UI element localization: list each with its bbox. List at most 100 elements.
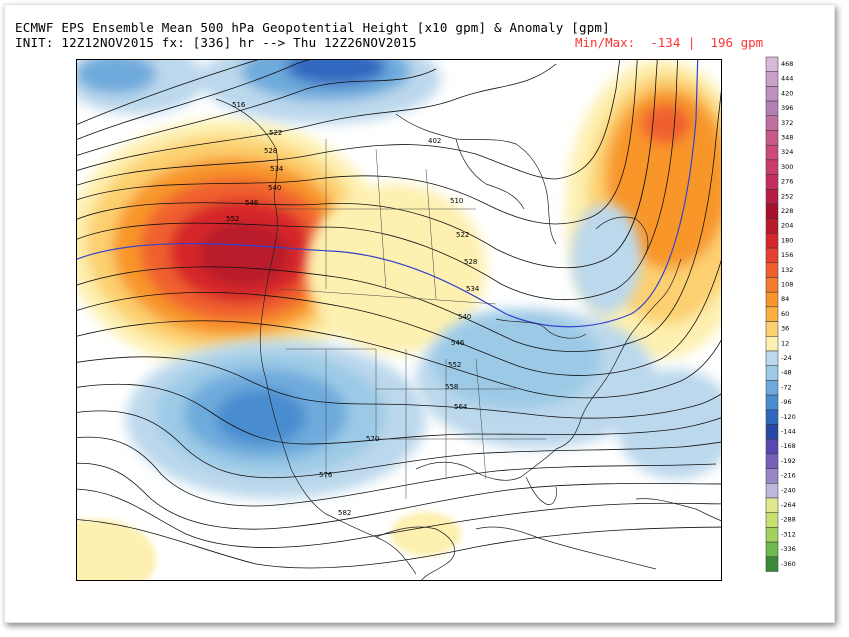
colorbar-swatch (765, 321, 779, 337)
colorbar-label: -192 (781, 457, 796, 465)
colorbar-swatch (765, 350, 779, 366)
min-max-readout: Min/Max: -134 | 196 gpm (575, 35, 764, 50)
colorbar-label: 84 (781, 295, 789, 303)
colorbar-swatch (765, 189, 779, 205)
colorbar-swatch (765, 468, 779, 484)
contour-label: 510 (450, 197, 463, 205)
state-borders (276, 139, 546, 499)
colorbar-swatch (765, 130, 779, 146)
colorbar-label: 156 (781, 251, 793, 259)
colorbar-label: -144 (781, 428, 796, 436)
colorbar-label: -216 (781, 472, 796, 480)
colorbar-label: -120 (781, 413, 796, 421)
contour-label: 546 (245, 199, 259, 207)
contour-label: 558 (445, 383, 458, 391)
colorbar-swatch (765, 233, 779, 249)
colorbar-swatch (765, 56, 779, 72)
colorbar-label: 252 (781, 192, 793, 200)
colorbar-swatch (765, 247, 779, 264)
colorbar-swatch (765, 380, 779, 396)
colorbar-swatch (765, 409, 779, 425)
colorbar-label: -48 (781, 369, 792, 377)
colorbar-swatch (765, 115, 779, 131)
contour-label: 522 (456, 231, 469, 239)
contour-label: 564 (454, 403, 468, 411)
init-forecast-line: INIT: 12Z12NOV2015 fx: [336] hr --> Thu … (15, 35, 417, 50)
colorbar-label: 324 (781, 148, 793, 156)
colorbar-swatch (765, 218, 779, 234)
colorbar-swatch (765, 541, 779, 558)
colorbar-boxes: 468 444 420 396 372 348 324 300 276 252 228 204 180 1… (765, 56, 796, 572)
map-border (76, 59, 722, 581)
colorbar-label: 180 (781, 236, 793, 244)
colorbar-label: -24 (781, 354, 792, 362)
colorbar-swatch (765, 159, 779, 175)
colorbar-swatch (765, 365, 779, 381)
colorbar-swatch (765, 424, 779, 440)
colorbar-swatch (765, 100, 779, 117)
colorbar-label: 444 (781, 75, 793, 83)
colorbar-swatch (765, 291, 779, 308)
colorbar-label: 228 (781, 207, 793, 215)
colorbar-label: -264 (781, 501, 796, 509)
contour-label: 534 (270, 165, 284, 173)
contour-label: 522 (269, 129, 282, 137)
colorbar-label: 372 (781, 119, 793, 127)
colorbar-swatch (765, 453, 779, 469)
colorbar-swatch (765, 262, 779, 278)
contour-label: 552 (226, 215, 239, 223)
colorbar-swatch (765, 556, 779, 572)
colorbar-label: 36 (781, 325, 789, 333)
colorbar-swatch (765, 483, 779, 499)
colorbar-label: -312 (781, 530, 796, 538)
colorbar-swatch (765, 512, 779, 528)
contour-label: 528 (264, 147, 277, 155)
colorbar-label: 132 (781, 266, 793, 274)
colorbar-swatch (765, 438, 779, 455)
contour-label: 570 (366, 435, 379, 443)
chart-title: ECMWF EPS Ensemble Mean 500 hPa Geopoten… (15, 20, 610, 35)
colorbar-label: 60 (781, 310, 789, 318)
colorbar-label: 276 (781, 178, 793, 186)
contour-label: 528 (464, 258, 477, 266)
anomaly-map: 516 522 528 534 540 546 552 522 528 534 … (76, 59, 722, 581)
colorbar-label: 204 (781, 222, 793, 230)
colorbar-label: -168 (781, 442, 796, 450)
colorbar-swatch (765, 497, 779, 513)
colorbar-swatch (765, 144, 779, 161)
colorbar-swatch (765, 203, 779, 219)
colorbar-swatch (765, 394, 779, 411)
contour-label-group: 516 522 528 534 540 546 552 522 528 534 … (226, 101, 480, 517)
contour-label: 534 (466, 285, 480, 293)
contour-label: 582 (338, 509, 351, 517)
colorbar-swatch (765, 174, 779, 190)
height-contours (76, 59, 722, 569)
colorbar-label: 12 (781, 339, 789, 347)
colorbar: 468 444 420 396 372 348 324 300 276 252 228 204 180 1… (765, 56, 796, 572)
colorbar-swatch (765, 306, 779, 322)
colorbar-swatch (765, 336, 779, 352)
colorbar-label: 396 (781, 104, 793, 112)
colorbar-label: 348 (781, 134, 793, 142)
colorbar-swatch (765, 527, 779, 543)
contour-label: 540 (458, 313, 471, 321)
contour-label: 402 (428, 137, 441, 145)
colorbar-swatch (765, 71, 779, 87)
contour-label: 546 (451, 339, 465, 347)
contour-label: 576 (319, 471, 333, 479)
colorbar-label: -336 (781, 545, 796, 553)
colorbar-label: 300 (781, 163, 793, 171)
colorbar-swatch (765, 86, 779, 102)
colorbar-label: -96 (781, 398, 792, 406)
colorbar-label: -288 (781, 516, 796, 524)
contour-label: 516 (232, 101, 246, 109)
contour-label: 552 (448, 361, 461, 369)
contour-label: 540 (268, 184, 281, 192)
colorbar-label: 108 (781, 281, 793, 289)
colorbar-swatch (765, 277, 779, 293)
coastlines (215, 98, 722, 581)
colorbar-label: -72 (781, 383, 792, 391)
colorbar-label: 420 (781, 89, 793, 97)
colorbar-label: 468 (781, 60, 793, 68)
anomaly-shading (76, 59, 722, 581)
